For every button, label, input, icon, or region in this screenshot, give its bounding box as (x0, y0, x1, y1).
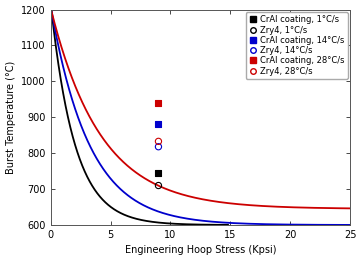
Y-axis label: Burst Temperature (°C): Burst Temperature (°C) (5, 61, 16, 174)
Legend: CrAl coating, 1°C/s, Zry4, 1°C/s, CrAl coating, 14°C/s, Zry4, 14°C/s, CrAl coati: CrAl coating, 1°C/s, Zry4, 1°C/s, CrAl c… (246, 12, 348, 79)
Point (156, 145, 161, 149)
Point (156, 183, 161, 188)
Point (156, 171, 161, 175)
Point (156, 139, 161, 144)
Point (156, 101, 161, 105)
X-axis label: Engineering Hoop Stress (Kpsi): Engineering Hoop Stress (Kpsi) (125, 245, 276, 256)
Point (156, 122, 161, 127)
